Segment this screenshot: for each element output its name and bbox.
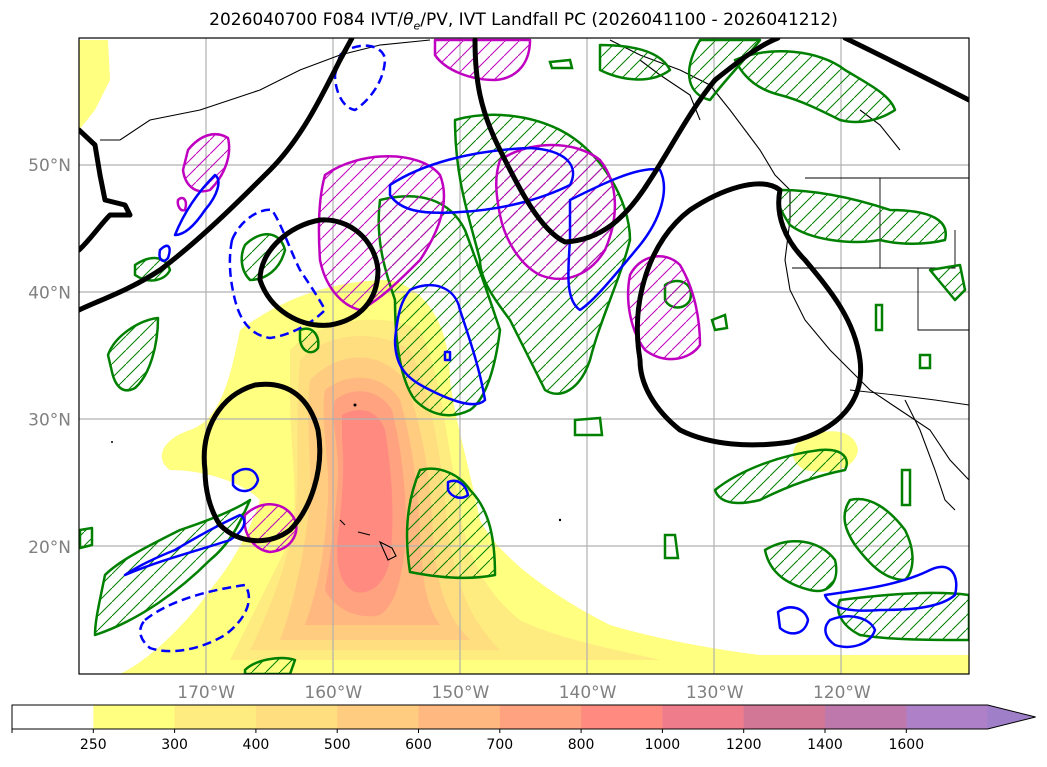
colorbar-tick-label: 1000 — [645, 737, 681, 753]
pc-positive-small-contours — [548, 58, 932, 560]
lon-tick-label: 160°W — [304, 683, 362, 703]
longitude-tick-labels: 170°W 160°W 150°W 140°W 130°W 120°W — [177, 683, 871, 703]
colorbar-tick-label: 300 — [161, 737, 188, 753]
colorbar-segment — [906, 705, 989, 729]
lon-tick-label: 130°W — [686, 683, 744, 703]
colorbar-extend-arrow — [987, 705, 1036, 729]
lat-tick-label: 40°N — [28, 283, 71, 303]
colorbar-tick-label: 700 — [486, 737, 513, 753]
pv-contours — [123, 146, 958, 649]
pc-negative-small — [176, 196, 188, 212]
colorbar-segment — [743, 705, 826, 729]
colorbar-segment — [337, 705, 419, 729]
map-title: 2026040700 F084 IVT/θe/PV, IVT Landfall … — [209, 10, 838, 33]
colorbar-segment — [499, 705, 582, 729]
colorbar-tick-label: 600 — [405, 737, 432, 753]
map-frame — [78, 37, 970, 675]
lon-tick-label: 170°W — [177, 683, 235, 703]
colorbar: 250 300 400 500 600 700 800 1000 1200 1400 1600 — [11, 704, 1036, 753]
colorbar-segment — [662, 705, 745, 729]
colorbar-segment — [12, 705, 94, 729]
theta-e-contours — [79, 38, 969, 544]
lon-tick-label: 120°W — [813, 683, 871, 703]
colorbar-tick-label: 1600 — [888, 737, 924, 753]
colorbar-segment — [93, 705, 176, 729]
colorbar-segment — [825, 705, 907, 729]
colorbar-tick-label: 1200 — [726, 737, 762, 753]
colorbar-tick-label: 400 — [243, 737, 270, 753]
map-plot-area — [79, 38, 969, 674]
colorbar-outline — [11, 704, 1036, 730]
latitude-tick-labels: 50°N 40°N 30°N 20°N — [28, 156, 71, 558]
colorbar-tick-label: 1400 — [807, 737, 843, 753]
lon-tick-label: 150°W — [432, 683, 490, 703]
colorbar-segment — [255, 705, 338, 729]
lat-tick-label: 50°N — [28, 156, 71, 176]
colorbar-segment — [174, 705, 257, 729]
lat-tick-label: 30°N — [28, 411, 71, 431]
islands — [111, 403, 562, 522]
colorbar-tick-label: 250 — [80, 737, 107, 753]
colorbar-segment — [581, 705, 663, 729]
colorbar-tick-label: 800 — [568, 737, 595, 753]
colorbar-tick-label: 500 — [324, 737, 351, 753]
colorbar-segment — [418, 705, 501, 729]
pv-negative-contours — [139, 44, 387, 653]
lon-tick-label: 140°W — [559, 683, 617, 703]
lat-tick-label: 20°N — [28, 538, 71, 558]
